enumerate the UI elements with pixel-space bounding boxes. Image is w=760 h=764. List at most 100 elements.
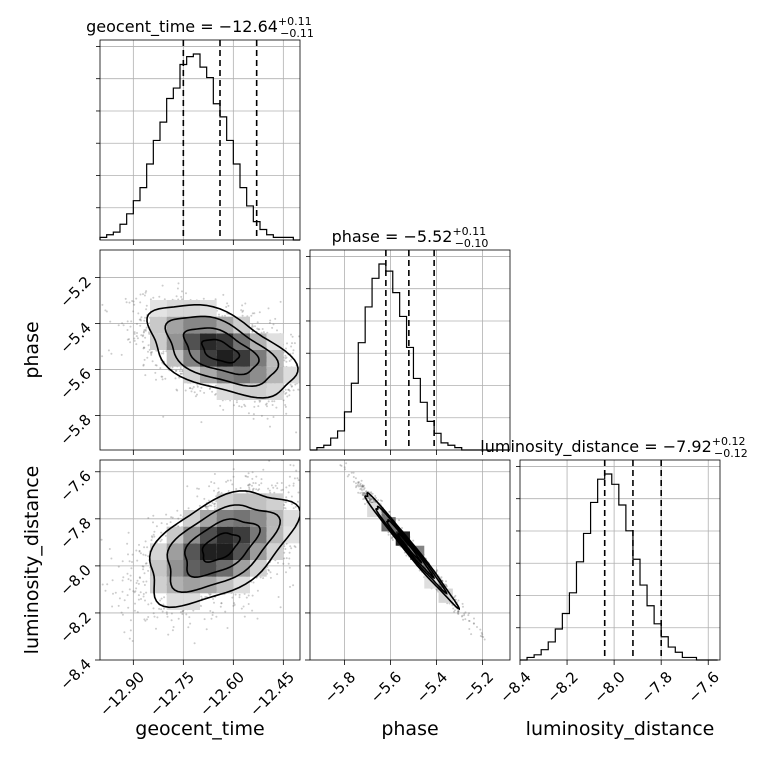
scatter-point xyxy=(331,494,333,496)
scatter-point xyxy=(118,324,120,326)
scatter-point xyxy=(252,595,254,597)
density-cell xyxy=(183,300,200,317)
scatter-point xyxy=(129,638,131,640)
scatter-point xyxy=(257,590,259,592)
histogram-bar xyxy=(344,412,351,450)
scatter-point xyxy=(290,547,292,549)
scatter-point xyxy=(303,370,305,372)
scatter-point xyxy=(150,352,152,354)
scatter-point xyxy=(144,337,146,339)
scatter-point xyxy=(122,614,124,616)
scatter-point xyxy=(253,582,255,584)
scatter-point xyxy=(180,373,182,375)
scatter-point xyxy=(143,593,145,595)
scatter-point xyxy=(224,315,226,317)
scatter-point xyxy=(194,391,196,393)
scatter-point xyxy=(140,598,142,600)
scatter-point xyxy=(233,404,235,406)
scatter-point xyxy=(285,501,287,503)
scatter-point xyxy=(268,400,270,402)
scatter-point xyxy=(214,473,216,475)
scatter-point xyxy=(147,351,149,353)
scatter-point xyxy=(297,389,299,391)
scatter-point xyxy=(284,404,286,406)
scatter-point xyxy=(233,602,235,604)
scatter-point xyxy=(177,288,179,290)
scatter-point xyxy=(189,623,191,625)
scatter-point xyxy=(321,370,323,372)
scatter-point xyxy=(137,312,139,314)
histogram-bar xyxy=(133,201,140,240)
histogram-bar xyxy=(365,307,372,450)
scatter-point xyxy=(171,613,173,615)
scatter-point xyxy=(257,321,259,323)
scatter-point xyxy=(228,490,230,492)
scatter-point xyxy=(132,640,134,642)
scatter-point xyxy=(118,566,120,568)
scatter-point xyxy=(266,405,268,407)
scatter-point xyxy=(285,389,287,391)
scatter-point xyxy=(269,322,271,324)
scatter-point xyxy=(231,597,233,599)
scatter-point xyxy=(252,326,254,328)
scatter-point xyxy=(321,397,323,399)
scatter-point xyxy=(304,374,306,376)
scatter-point xyxy=(185,390,187,392)
scatter-point xyxy=(142,554,144,556)
scatter-point xyxy=(208,500,210,502)
scatter-point xyxy=(283,552,285,554)
scatter-point xyxy=(132,590,134,592)
scatter-point xyxy=(253,413,255,415)
scatter-point xyxy=(199,505,201,507)
scatter-point xyxy=(146,305,148,307)
scatter-point xyxy=(282,563,284,565)
scatter-point xyxy=(303,493,305,495)
scatter-point xyxy=(271,400,273,402)
scatter-point xyxy=(288,563,290,565)
scatter-point xyxy=(176,510,178,512)
scatter-point xyxy=(211,618,213,620)
scatter-point xyxy=(253,406,255,408)
scatter-point xyxy=(189,387,191,389)
scatter-point xyxy=(161,376,163,378)
scatter-point xyxy=(145,592,147,594)
scatter-point xyxy=(251,478,253,480)
y-tick-label: −5.2 xyxy=(56,273,94,311)
scatter-point xyxy=(292,336,294,338)
scatter-point xyxy=(166,611,168,613)
scatter-point xyxy=(163,596,165,598)
histogram-bar xyxy=(153,140,160,240)
scatter-point xyxy=(285,357,287,359)
scatter-point xyxy=(206,628,208,630)
scatter-point xyxy=(295,470,297,472)
scatter-point xyxy=(227,305,229,307)
scatter-point xyxy=(285,361,287,363)
scatter-point xyxy=(135,343,137,345)
histogram-bar xyxy=(584,533,591,660)
scatter-point xyxy=(288,394,290,396)
scatter-point xyxy=(276,329,278,331)
scatter-point xyxy=(303,518,305,520)
scatter-point xyxy=(251,610,253,612)
scatter-point xyxy=(110,558,112,560)
scatter-point xyxy=(144,359,146,361)
scatter-point xyxy=(203,498,205,500)
scatter-point xyxy=(218,314,220,316)
scatter-point xyxy=(196,394,198,396)
scatter-point xyxy=(136,335,138,337)
scatter-point xyxy=(185,613,187,615)
scatter-point xyxy=(124,599,126,601)
histogram-bar xyxy=(147,164,154,240)
scatter-point xyxy=(127,594,129,596)
scatter-point xyxy=(162,285,164,287)
scatter-point xyxy=(175,377,177,379)
scatter-point xyxy=(155,379,157,381)
scatter-point xyxy=(203,392,205,394)
scatter-point xyxy=(303,379,305,381)
scatter-point xyxy=(247,484,249,486)
density-cell xyxy=(267,367,284,384)
scatter-point xyxy=(304,509,306,511)
scatter-point xyxy=(283,359,285,361)
scatter-point xyxy=(144,584,146,586)
scatter-point xyxy=(285,496,287,498)
